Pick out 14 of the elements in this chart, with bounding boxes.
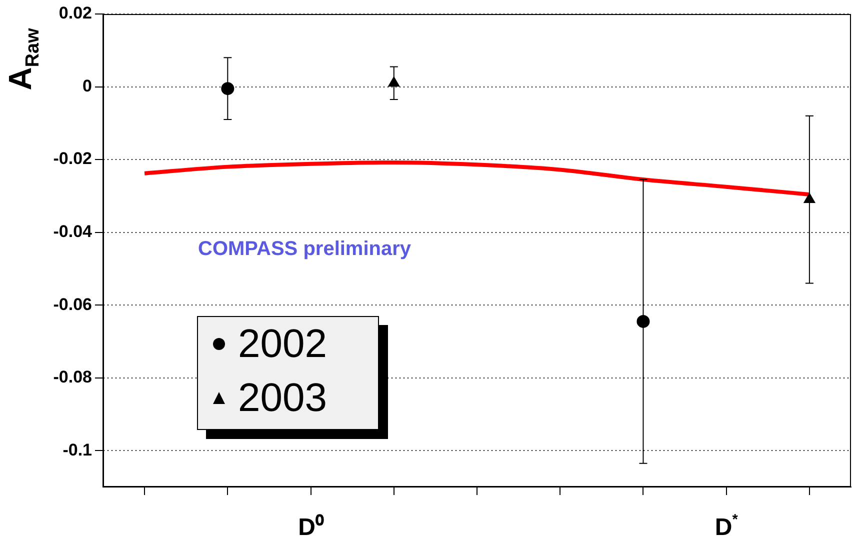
legend-label: 2003 <box>238 376 327 420</box>
x-tick-label: D⁰ <box>298 514 324 541</box>
y-tick-label: -0.1 <box>62 440 92 460</box>
y-tick-label: -0.08 <box>53 368 92 387</box>
y-tick-label: -0.04 <box>53 222 93 241</box>
point <box>221 82 234 96</box>
point <box>636 314 650 328</box>
y-tick-label: -0.02 <box>53 149 92 168</box>
y-tick-label: 0.02 <box>58 4 92 23</box>
legend-label: 2002 <box>238 322 327 366</box>
x-tick-label: D* <box>714 512 738 541</box>
y-tick-label: -0.06 <box>53 294 92 314</box>
y-tick-label: 0 <box>82 76 92 96</box>
annotation: COMPASS preliminary <box>198 238 412 261</box>
